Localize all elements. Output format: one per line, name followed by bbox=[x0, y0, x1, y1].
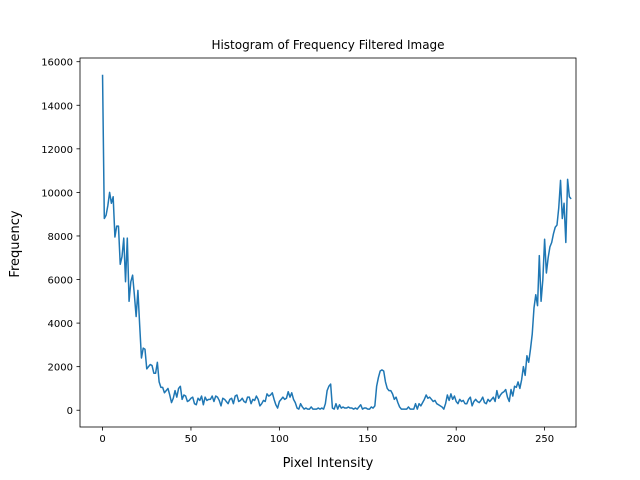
axes: 0 50 100 150 200 250 0 2000 4000 6000 8000 10000 120… bbox=[41, 57, 577, 445]
y-tick-label: 12000 bbox=[41, 145, 73, 156]
x-tick-label: 0 bbox=[99, 434, 105, 445]
y-tick-label: 16000 bbox=[41, 58, 73, 69]
y-tick-label: 8000 bbox=[48, 232, 73, 243]
y-tick-label: 14000 bbox=[41, 101, 73, 112]
y-tick-label: 6000 bbox=[48, 276, 73, 287]
plot-area bbox=[101, 74, 572, 410]
x-tick-label: 250 bbox=[535, 434, 554, 445]
x-tick-label: 150 bbox=[358, 434, 377, 445]
x-tick-label: 100 bbox=[270, 434, 289, 445]
x-tick-label: 200 bbox=[447, 434, 466, 445]
axes-frame bbox=[79, 57, 577, 428]
y-tick-label: 10000 bbox=[41, 188, 73, 199]
x-axis-label: Pixel Intensity bbox=[283, 456, 374, 471]
chart-title: Histogram of Frequency Filtered Image bbox=[211, 38, 444, 52]
y-tick-label: 4000 bbox=[48, 319, 73, 330]
x-tick-label: 50 bbox=[185, 434, 198, 445]
series-line bbox=[101, 74, 572, 410]
y-tick-label: 2000 bbox=[48, 363, 73, 374]
y-tick-label: 0 bbox=[67, 406, 73, 417]
y-axis-label: Frequency bbox=[8, 210, 23, 277]
